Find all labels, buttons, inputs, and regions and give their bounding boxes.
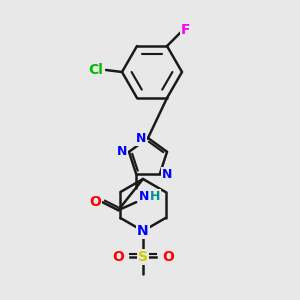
Text: S: S <box>138 250 148 264</box>
Text: N: N <box>137 224 149 238</box>
Text: H: H <box>150 190 160 203</box>
Text: N: N <box>117 145 127 158</box>
Text: N: N <box>136 131 146 145</box>
Text: O: O <box>112 250 124 264</box>
Text: N: N <box>139 190 149 203</box>
Text: O: O <box>162 250 174 264</box>
Text: N: N <box>162 168 172 181</box>
Text: F: F <box>181 23 191 37</box>
Text: Cl: Cl <box>88 63 104 77</box>
Text: O: O <box>89 195 101 209</box>
